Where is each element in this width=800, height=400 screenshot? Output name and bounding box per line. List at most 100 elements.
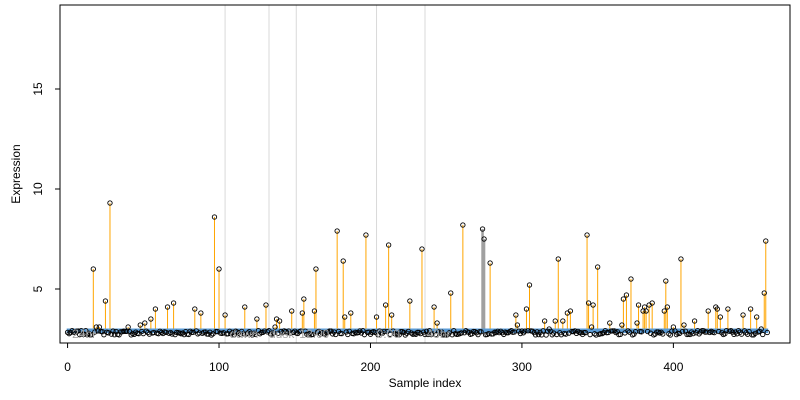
- baseline-marker: [298, 328, 301, 333]
- data-point: [522, 328, 528, 334]
- baseline-marker: [209, 328, 211, 333]
- data-point: [460, 222, 466, 228]
- baseline-marker: [672, 328, 675, 333]
- baseline-marker: [240, 328, 243, 333]
- data-point: [605, 329, 611, 336]
- baseline-marker: [316, 328, 319, 333]
- data-point: [582, 330, 589, 336]
- baseline-marker: [708, 328, 711, 333]
- baseline-marker: [675, 328, 678, 333]
- baseline-marker: [257, 328, 260, 333]
- baseline-marker: [425, 328, 428, 333]
- baseline-marker: [345, 328, 348, 333]
- data-point: [192, 306, 198, 312]
- baseline-marker: [187, 328, 190, 333]
- baseline-marker: [413, 328, 416, 333]
- data-point: [301, 296, 307, 302]
- data-point: [690, 330, 696, 337]
- baseline-marker: [636, 328, 638, 333]
- x-tick-label: 300: [512, 360, 532, 374]
- baseline-marker: [592, 328, 595, 333]
- data-point: [679, 328, 686, 335]
- baseline-marker: [545, 328, 548, 333]
- baseline-marker: [393, 328, 396, 333]
- data-point: [96, 324, 103, 330]
- baseline-marker: [245, 328, 248, 333]
- baseline-marker: [349, 328, 352, 333]
- data-point: [569, 328, 575, 335]
- baseline-marker: [215, 328, 217, 333]
- baseline-marker: [130, 328, 133, 333]
- data-point: [725, 306, 731, 312]
- baseline-marker: [313, 328, 316, 333]
- baseline-marker: [539, 328, 542, 333]
- baseline-marker: [751, 328, 754, 333]
- data-point: [339, 330, 345, 337]
- region-label: 48hr: [427, 327, 451, 341]
- baseline-marker: [487, 328, 490, 333]
- x-axis-label: Sample index: [389, 376, 462, 390]
- baseline-marker: [278, 328, 281, 333]
- baseline-marker: [598, 328, 601, 333]
- baseline-marker: [610, 328, 613, 333]
- baseline-marker: [153, 328, 155, 333]
- data-point: [517, 330, 524, 337]
- data-point: [389, 312, 395, 318]
- baseline-marker: [651, 328, 654, 333]
- baseline-marker: [551, 328, 554, 333]
- baseline-marker: [99, 328, 102, 333]
- baseline-marker: [89, 328, 92, 333]
- baseline-marker: [633, 328, 635, 333]
- data-point: [575, 328, 581, 335]
- baseline-marker: [269, 328, 272, 333]
- data-point: [728, 327, 734, 334]
- baseline-marker: [81, 328, 84, 333]
- region-label: 24hr: [72, 327, 96, 341]
- baseline-marker: [254, 328, 257, 333]
- data-point: [478, 329, 484, 335]
- baseline-marker: [699, 328, 702, 333]
- data-point: [137, 322, 143, 328]
- data-point: [245, 330, 251, 336]
- data-point: [198, 310, 204, 316]
- baseline-marker: [575, 328, 578, 333]
- baseline-marker: [458, 328, 461, 333]
- baseline-marker: [667, 328, 670, 333]
- baseline-marker: [160, 328, 163, 333]
- data-point: [108, 331, 115, 337]
- data-point: [160, 330, 166, 337]
- data-point: [678, 256, 684, 262]
- data-point: [673, 331, 680, 338]
- baseline-marker: [680, 328, 682, 333]
- baseline-marker: [543, 328, 546, 333]
- baseline-marker: [454, 328, 457, 333]
- baseline-marker: [617, 328, 620, 333]
- baseline-marker: [590, 328, 593, 333]
- data-point: [475, 331, 481, 338]
- baseline-marker: [122, 328, 125, 333]
- baseline-marker: [687, 328, 690, 333]
- baseline-marker: [434, 328, 437, 333]
- baseline-marker: [486, 328, 488, 333]
- data-point: [228, 331, 234, 337]
- baseline-marker: [183, 328, 186, 333]
- data-point: [355, 329, 362, 336]
- data-point: [666, 331, 672, 337]
- baseline-marker: [212, 328, 214, 333]
- data-point: [251, 330, 257, 336]
- data-point: [479, 226, 486, 232]
- data-point: [207, 329, 213, 335]
- baseline-marker: [483, 328, 485, 333]
- baseline-marker: [78, 328, 81, 333]
- data-point: [170, 300, 177, 306]
- data-points: [64, 200, 770, 338]
- data-point: [495, 328, 501, 334]
- baseline-marker: [631, 328, 634, 333]
- data-point: [635, 302, 642, 308]
- baseline-marker: [383, 328, 386, 333]
- data-point: [311, 308, 318, 314]
- baseline-marker: [228, 328, 231, 333]
- baseline-marker: [519, 328, 522, 333]
- baseline-marker: [451, 328, 454, 333]
- baseline-marker: [143, 328, 146, 333]
